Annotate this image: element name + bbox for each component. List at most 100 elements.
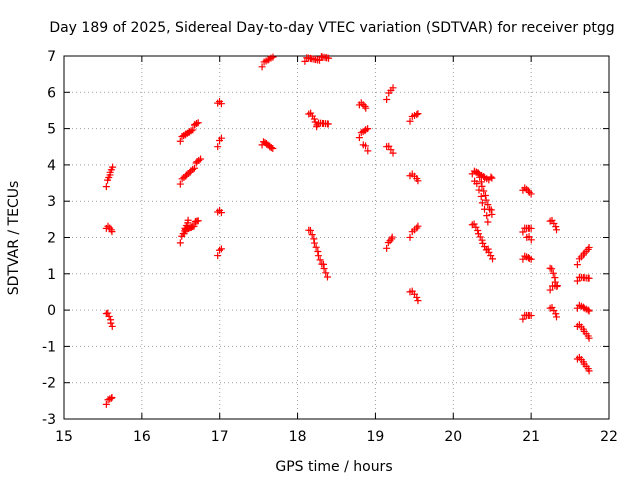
data-point-plus-marker (107, 319, 115, 327)
data-point-plus-marker (546, 286, 554, 294)
data-point-plus-marker (176, 180, 184, 188)
data-point-plus-marker (214, 143, 222, 151)
data-point-plus-marker (214, 252, 222, 260)
data-point-plus-marker (414, 110, 422, 118)
data-point-plus-marker (383, 95, 391, 103)
data-point-plus-marker (104, 396, 112, 404)
data-point-plus-marker (190, 164, 198, 172)
data-point-plus-marker (320, 265, 328, 273)
data-point-plus-marker (313, 123, 321, 131)
x-tick-label: 16 (133, 429, 151, 445)
data-point-plus-marker (585, 243, 593, 251)
data-point-plus-marker (364, 147, 372, 155)
data-point-plus-marker (585, 334, 593, 342)
data-point-plus-marker (316, 256, 324, 264)
data-point-plus-marker (553, 226, 561, 234)
data-point-plus-marker (362, 104, 370, 112)
data-point-plus-marker (194, 217, 202, 225)
data-point-plus-marker (477, 192, 485, 200)
data-point-plus-marker (519, 315, 527, 323)
data-point-plus-marker (483, 212, 491, 220)
data-point-plus-marker (184, 216, 192, 224)
data-point-plus-marker (585, 367, 593, 375)
data-point-plus-marker (308, 231, 316, 239)
data-point-plus-marker (548, 265, 556, 273)
data-point-plus-marker (269, 144, 277, 152)
data-point-plus-marker (176, 239, 184, 247)
data-point-plus-marker (584, 306, 592, 314)
data-point-plus-marker (389, 149, 397, 157)
data-point-plus-marker (476, 233, 484, 241)
data-point-plus-marker (191, 120, 199, 128)
data-point-plus-marker (414, 177, 422, 185)
data-point-plus-marker (310, 115, 318, 123)
data-point-plus-marker (108, 322, 116, 330)
y-tick-label: -3 (42, 412, 56, 428)
data-point-plus-marker (414, 222, 422, 230)
data-point-plus-marker (480, 187, 488, 195)
data-point-plus-marker (487, 252, 495, 260)
x-tick-label: 20 (444, 429, 462, 445)
data-point-plus-marker (478, 199, 486, 207)
data-point-plus-marker (189, 126, 197, 134)
data-point-plus-marker (383, 244, 391, 252)
data-point-plus-marker (413, 293, 421, 301)
data-point-plus-marker (406, 117, 414, 125)
data-point-plus-marker (108, 394, 116, 402)
y-tick-label: 3 (47, 194, 56, 210)
data-point-plus-marker (488, 174, 496, 182)
data-point-plus-marker (414, 297, 422, 305)
data-point-plus-marker (182, 130, 190, 138)
data-point-plus-marker (527, 224, 535, 232)
data-point-plus-marker (301, 57, 309, 65)
data-point-plus-marker (473, 180, 481, 188)
data-point-plus-marker (527, 236, 535, 244)
data-point-plus-marker (325, 54, 333, 62)
data-point-plus-marker (322, 269, 330, 277)
data-point-plus-marker (355, 134, 363, 142)
data-point-plus-marker (217, 134, 225, 142)
data-point-plus-marker (474, 169, 482, 177)
data-point-plus-marker (489, 255, 497, 263)
data-point-plus-marker (553, 313, 561, 321)
data-point-plus-marker (474, 230, 482, 238)
data-point-plus-marker (585, 307, 593, 315)
data-point-plus-marker (527, 190, 535, 198)
data-point-plus-marker (109, 163, 117, 171)
x-tick-label: 22 (600, 429, 618, 445)
data-point-plus-marker (314, 252, 322, 260)
data-point-plus-marker (527, 312, 535, 320)
data-point-plus-marker (362, 142, 370, 150)
data-point-plus-marker (481, 192, 489, 200)
data-point-plus-marker (474, 226, 482, 234)
data-point-plus-marker (176, 137, 184, 145)
data-point-plus-marker (194, 119, 202, 127)
data-point-plus-marker (552, 223, 560, 231)
y-tick-label: 7 (47, 49, 56, 65)
data-point-plus-marker (178, 132, 186, 140)
data-point-plus-marker (324, 120, 332, 128)
data-point-plus-marker (479, 239, 487, 247)
x-tick-label: 19 (367, 429, 385, 445)
chart-title: Day 189 of 2025, Sidereal Day-to-day VTE… (49, 20, 614, 36)
data-point-plus-marker (573, 261, 581, 269)
data-point-plus-marker (102, 400, 110, 408)
data-point-plus-marker (364, 125, 372, 133)
data-point-plus-marker (105, 312, 113, 320)
data-point-plus-marker (481, 205, 489, 213)
data-point-plus-marker (484, 201, 492, 209)
data-point-plus-marker (217, 245, 225, 253)
x-tick-label: 15 (55, 429, 73, 445)
data-point-plus-marker (102, 183, 110, 191)
data-point-plus-marker (472, 168, 480, 176)
data-point-plus-marker (519, 228, 527, 236)
y-tick-label: 1 (47, 267, 56, 283)
data-point-plus-marker (197, 155, 205, 163)
data-point-plus-marker (585, 274, 593, 282)
x-tick-label: 17 (211, 429, 229, 445)
data-point-plus-marker (187, 127, 195, 135)
data-point-plus-marker (482, 196, 490, 204)
data-point-plus-marker (384, 239, 392, 247)
data-point-plus-marker (487, 173, 495, 181)
